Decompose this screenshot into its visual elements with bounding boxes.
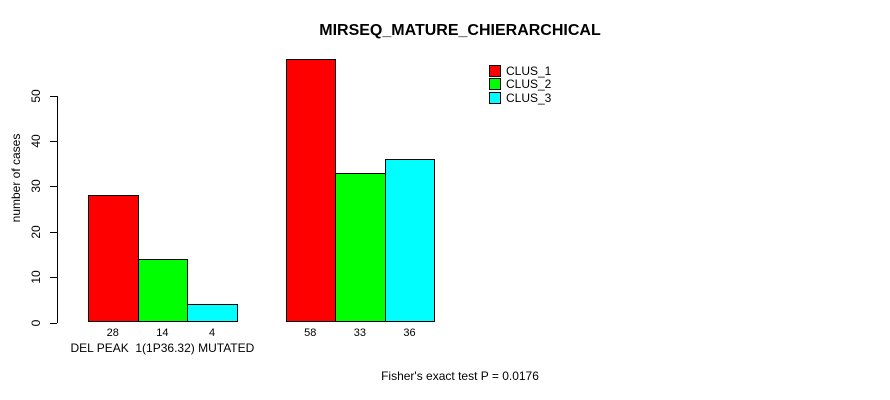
chart-title: MIRSEQ_MATURE_CHIERARCHICAL (319, 22, 601, 39)
y-tick-label: 10 (29, 270, 43, 284)
bar-clus_3-g2 (384, 159, 436, 323)
legend-label: CLUS_2 (506, 77, 552, 92)
legend-item: CLUS_1 (489, 64, 551, 78)
bar-clus_1-g1 (88, 195, 139, 323)
bar-value-label: 33 (353, 327, 367, 339)
bar-value-label: 36 (403, 327, 416, 339)
bar-clus_2-g2 (335, 172, 386, 323)
y-axis-tick (50, 323, 57, 324)
bar-value-label: 58 (304, 327, 317, 339)
bar-value-label: 14 (156, 327, 169, 339)
y-axis-tick (50, 96, 57, 97)
legend-color-swatch (489, 64, 501, 77)
x-group-label: DEL PEAK 1(1P36.32) MUTATED (70, 341, 255, 355)
legend-label: CLUS_3 (506, 90, 552, 105)
y-tick-label: 50 (29, 88, 43, 103)
y-tick-label: 0 (29, 319, 43, 326)
y-axis-tick (50, 277, 57, 278)
bar-clus_1-g2 (285, 59, 337, 323)
y-axis-tick (50, 232, 57, 233)
y-tick-label: 20 (29, 225, 43, 239)
legend-item: CLUS_3 (489, 91, 551, 105)
legend-color-swatch (489, 91, 501, 104)
y-axis-tick (50, 186, 57, 187)
bar-value-label: 4 (208, 327, 216, 339)
bar-clus_3-g1 (187, 304, 238, 323)
legend-label: CLUS_1 (506, 63, 552, 78)
legend-item: CLUS_2 (489, 78, 551, 92)
legend-color-swatch (489, 78, 501, 91)
legend: CLUS_1 CLUS_2 CLUS_3 (489, 64, 551, 105)
stat-annotation: Fisher's exact test P = 0.0176 (381, 369, 539, 383)
y-tick-label: 40 (29, 134, 43, 148)
bar-value-label: 28 (106, 327, 119, 339)
y-axis-line (57, 95, 58, 323)
y-tick-label: 30 (29, 179, 43, 193)
bar-clus_2-g1 (137, 258, 189, 323)
y-axis-tick (50, 141, 57, 142)
